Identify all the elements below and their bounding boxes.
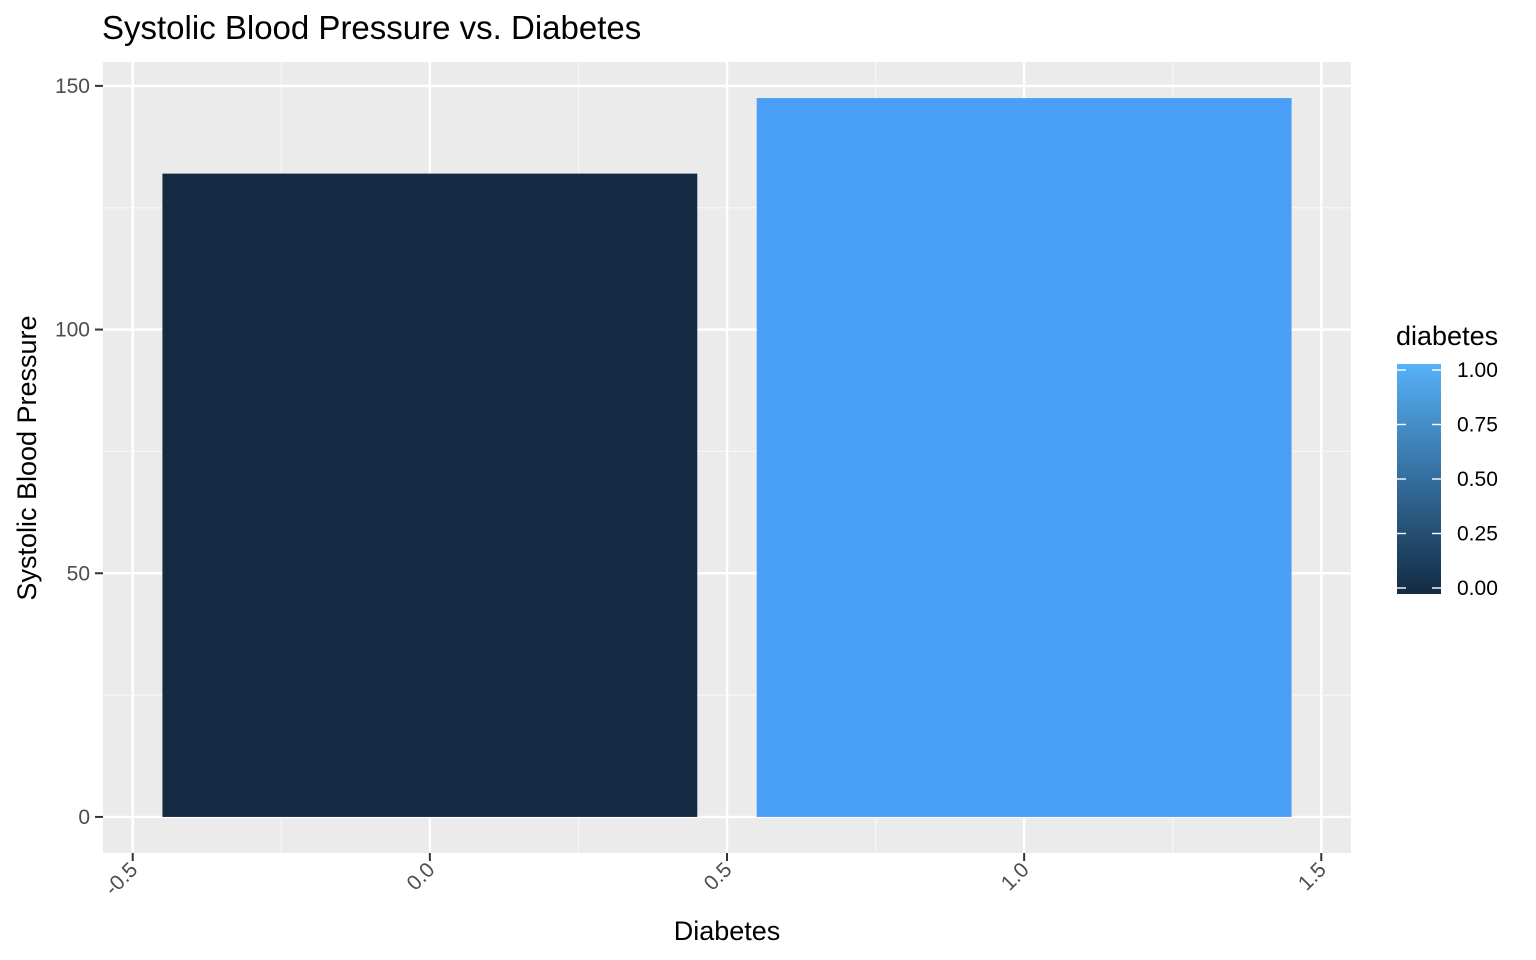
y-tick-label: 100 (55, 319, 90, 342)
legend-tick-label: 0.75 (1457, 414, 1498, 437)
y-axis-title: Systolic Blood Pressure (12, 315, 42, 600)
y-tick-label: 150 (55, 75, 90, 98)
legend-title: diabetes (1396, 321, 1498, 351)
y-axis: 0 50 100 150 (55, 75, 103, 829)
legend: diabetes 0.00 0.25 0.50 0.75 1.00 (1396, 321, 1498, 600)
x-axis-title: Diabetes (674, 916, 781, 946)
legend-tick-label: 0.50 (1457, 468, 1498, 491)
x-tick-label: -0.5 (100, 858, 142, 900)
x-tick-label: 0.5 (700, 858, 737, 895)
y-tick-label: 0 (78, 806, 90, 829)
legend-ticks: 0.00 0.25 0.50 0.75 1.00 (1397, 359, 1498, 600)
x-axis: -0.5 0.0 0.5 1.0 1.5 (100, 853, 1331, 900)
chart-title: Systolic Blood Pressure vs. Diabetes (102, 9, 641, 46)
bar-diabetes-1 (756, 98, 1292, 817)
legend-tick-label: 0.25 (1457, 523, 1498, 546)
x-tick-label: 0.0 (402, 858, 439, 895)
y-tick-label: 50 (67, 562, 90, 585)
x-tick-label: 1.0 (997, 858, 1034, 895)
bars (162, 98, 1292, 817)
legend-tick-label: 0.00 (1457, 577, 1498, 600)
bar-diabetes-0 (162, 173, 698, 817)
legend-tick-label: 1.00 (1457, 359, 1498, 382)
x-tick-label: 1.5 (1294, 858, 1331, 895)
